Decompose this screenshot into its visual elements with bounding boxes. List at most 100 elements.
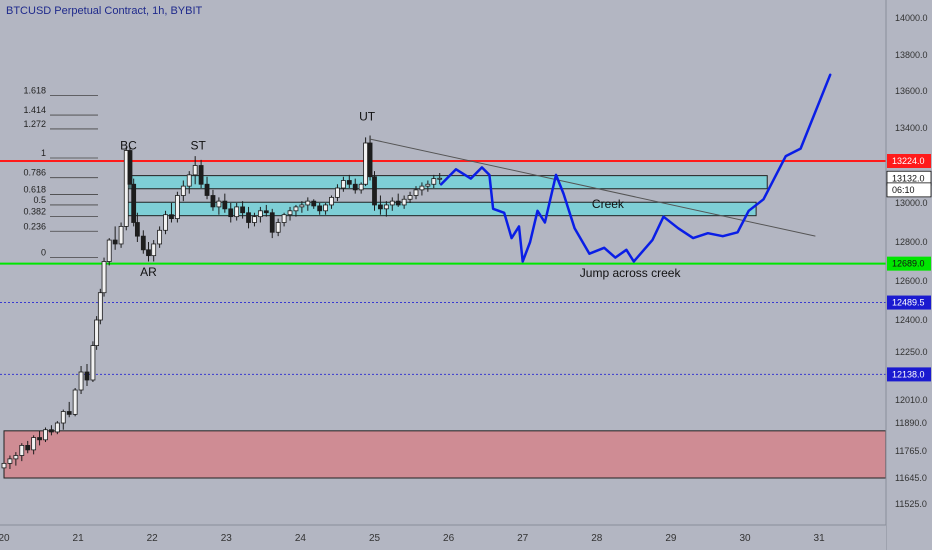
candle-body (94, 319, 100, 347)
candle-body (363, 142, 369, 185)
candle-body (222, 200, 228, 210)
price-label-bg (887, 367, 931, 382)
candle-body (78, 371, 84, 391)
candle-body (425, 183, 431, 187)
y-tick-label: 12250.0 (895, 347, 928, 357)
candle-body (389, 200, 395, 206)
candle-body (335, 187, 340, 198)
candle-body (395, 200, 401, 206)
candle-body (358, 183, 364, 191)
fib-label-0.382: 0.382 (23, 207, 46, 217)
x-tick-label: 29 (665, 533, 677, 544)
y-tick-label: 12800.0 (895, 237, 928, 247)
fib-label-1.414: 1.414 (23, 105, 46, 115)
fib-label-1.618: 1.618 (23, 86, 46, 96)
candle-body (174, 195, 180, 220)
candle-body (180, 185, 186, 196)
fib-label-1: 1 (41, 148, 46, 158)
candle-body (169, 214, 174, 219)
fib-label-0.618: 0.618 (23, 185, 46, 195)
price-label-bg (886, 182, 932, 198)
candle-body (234, 206, 240, 218)
y-tick-label: 13400.0 (895, 123, 928, 133)
candle-body (54, 422, 60, 433)
candle-body (7, 458, 13, 464)
price-label: 13224.0 (892, 156, 925, 166)
candle-body (90, 345, 96, 381)
zone-demand-zone (3, 430, 887, 479)
trendline (370, 138, 816, 237)
candle-body (367, 142, 373, 178)
candle-body (134, 222, 140, 237)
candle-body (118, 225, 124, 245)
candle-body (210, 195, 216, 208)
chart-title: BTCUSD Perpetual Contract, 1h, BYBIT (6, 5, 203, 17)
price-label: 12689.0 (892, 259, 925, 269)
candle-body (1, 462, 7, 469)
candle-body (257, 210, 263, 218)
candle-body (431, 178, 437, 185)
candle-body (317, 205, 323, 212)
candle-body (84, 371, 90, 381)
x-tick-label: 23 (221, 533, 233, 544)
candle-body (269, 212, 275, 233)
candle-body (401, 198, 407, 206)
price-label: 12489.5 (892, 298, 925, 308)
annotation-label: ST (190, 139, 206, 153)
annotation-label: Creek (592, 197, 625, 211)
candle-body (163, 214, 168, 231)
x-tick-label: 24 (295, 533, 307, 544)
candle-body (311, 200, 317, 207)
annotation-label: AR (140, 265, 157, 279)
candle-body (323, 204, 328, 212)
candle-body (146, 249, 151, 257)
y-tick-label: 13000.0 (895, 198, 928, 208)
candle-body (97, 292, 103, 321)
candle-body (19, 444, 25, 456)
price-axis (886, 0, 932, 550)
candle-body (72, 389, 78, 415)
candle-body (252, 216, 257, 223)
candle-body (101, 261, 107, 294)
y-tick-label: 11890.0 (895, 418, 927, 428)
fib-label-0.236: 0.236 (23, 221, 46, 231)
candle-body (246, 212, 251, 223)
candle-body (204, 183, 210, 196)
y-tick-label: 12400.0 (895, 315, 928, 325)
candle-body (329, 196, 334, 206)
y-tick-label: 14000.0 (895, 13, 928, 23)
candle-body (407, 195, 413, 200)
candle-body (31, 437, 37, 451)
candle-body (263, 210, 269, 214)
price-label-bg (887, 154, 931, 168)
projection-path (439, 73, 832, 263)
candle-body (43, 429, 48, 441)
candle-body (413, 189, 419, 196)
price-label-bg (887, 295, 931, 310)
y-tick-label: 11765.0 (895, 446, 927, 456)
y-tick-label: 13600.0 (895, 86, 928, 96)
x-tick-label: 30 (739, 533, 751, 544)
candle-body (299, 204, 305, 208)
candle-body (352, 183, 358, 191)
candle-body (372, 176, 377, 206)
candle-body (131, 183, 137, 223)
annotation-label: BC (120, 139, 137, 153)
x-tick-label: 25 (369, 533, 381, 544)
x-tick-label: 21 (73, 533, 85, 544)
candle-body (49, 429, 54, 433)
candle-body (140, 235, 146, 251)
fib-label-0.5: 0.5 (33, 195, 46, 205)
x-tick-label: 28 (591, 533, 603, 544)
fib-label-1.272: 1.272 (23, 119, 46, 129)
candle-body (340, 180, 346, 189)
y-tick-label: 12010.0 (895, 395, 928, 405)
x-tick-label: 26 (443, 533, 455, 544)
x-tick-label: 20 (0, 533, 10, 544)
fib-label-0.786: 0.786 (23, 168, 46, 178)
candle-body (151, 243, 157, 257)
price-label: 12138.0 (892, 369, 925, 379)
candle-body (60, 411, 66, 424)
y-tick-label: 12600.0 (895, 276, 928, 286)
